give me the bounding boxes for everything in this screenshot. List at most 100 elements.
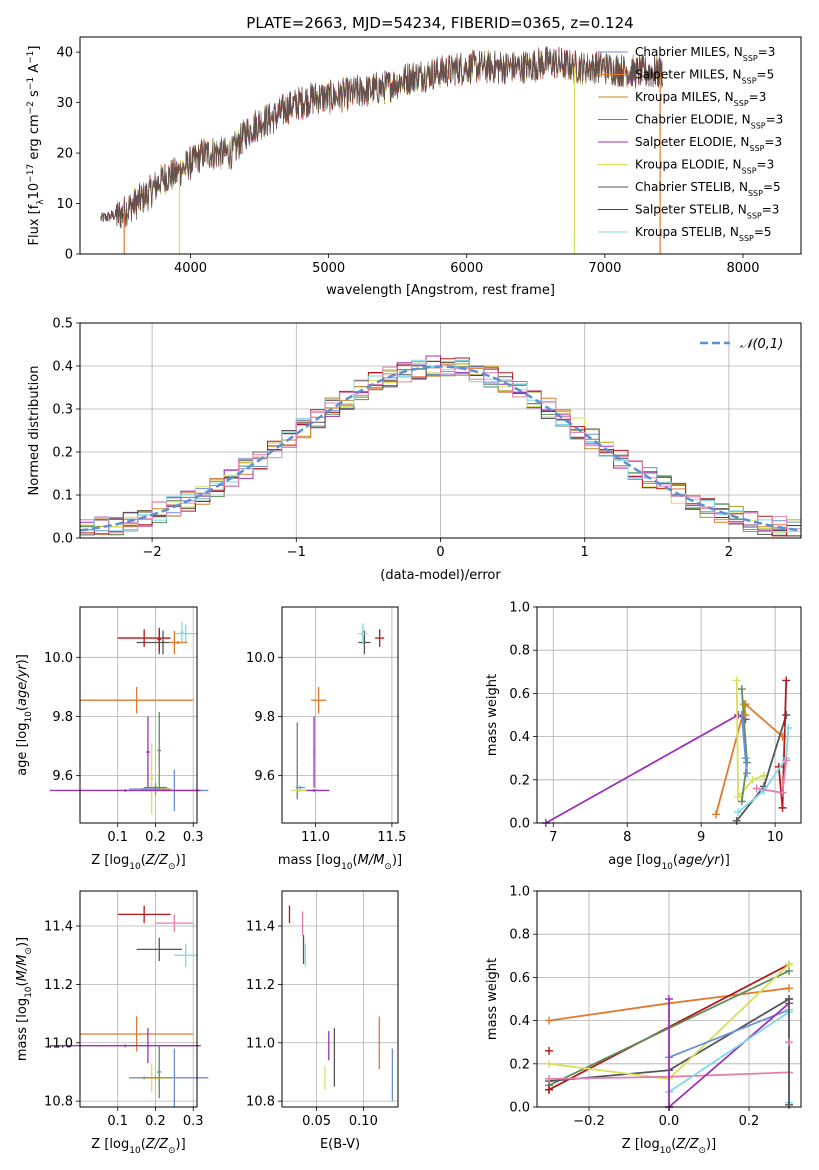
spectrum-series-6	[100, 46, 663, 229]
x-tick-label: 0.0	[659, 1114, 680, 1129]
label-part: mass [	[15, 1018, 30, 1061]
plus-marker	[737, 797, 746, 806]
label-part: )]	[15, 937, 30, 947]
y-tick-label: 0.3	[52, 403, 73, 418]
y-tick-label: 0.2	[509, 773, 530, 788]
label-part: log	[109, 853, 129, 868]
label-part: −2	[26, 101, 36, 114]
plus-marker	[785, 984, 793, 993]
chart-age_vs_Z: 0.1 0.2 0.39.69.810.0Z [log10(Z/Z⊙)]age [l…	[15, 606, 209, 872]
legend-entry: Salpeter STELIB, NSSP=3	[635, 203, 779, 221]
plus-marker	[785, 960, 793, 969]
label-part: (	[15, 706, 30, 711]
legend-value: =3	[757, 158, 775, 172]
legend-sub: SSP	[739, 234, 754, 243]
label-part: age/yr	[15, 663, 30, 706]
y-axis-label: Flux [fλ10−17 erg cm−2 s−1 A−1]	[26, 46, 46, 246]
legend-sub: SSP	[747, 211, 762, 220]
label-part: age [	[608, 853, 641, 868]
label-part: 10	[24, 986, 34, 998]
y-tick-label: 10.0	[246, 651, 275, 666]
y-tick-label: 30	[56, 96, 73, 111]
label-part: log	[321, 853, 341, 868]
plus-marker	[734, 808, 743, 817]
label-part: 10	[661, 862, 673, 872]
plus-marker	[711, 810, 720, 819]
legend-sub: SSP	[748, 189, 763, 198]
y-tick-label: 9.8	[52, 710, 73, 725]
legend-entry: Chabrier ELODIE, NSSP=3	[635, 113, 783, 131]
x-tick-label: 10	[767, 830, 784, 845]
legend-entry: 𝒩(0,1)	[740, 337, 783, 352]
x-tick-label: 8000	[726, 261, 759, 276]
legend-entry: Salpeter ELODIE, NSSP=3	[635, 135, 782, 153]
plus-marker	[741, 711, 750, 719]
plus-marker	[741, 754, 750, 763]
plus-marker	[785, 995, 793, 1003]
x-tick-label: 0.3	[183, 1114, 204, 1129]
label-part: Z [	[91, 853, 109, 868]
legend-sub: SSP	[743, 54, 758, 63]
legend-name: Salpeter MILES, N	[635, 68, 742, 82]
label-part: (	[671, 1137, 676, 1152]
axes-frame	[79, 606, 198, 824]
y-tick-label: 0.2	[509, 1057, 530, 1072]
y-tick-label: 11.4	[44, 920, 73, 935]
label-part: age/yr	[678, 853, 721, 868]
weight-line	[668, 1008, 790, 1059]
y-tick-label: 0.6	[509, 687, 530, 702]
x-axis-label: wavelength [Angstrom, rest frame]	[326, 283, 555, 298]
label-part: (	[141, 1137, 146, 1152]
plus-marker	[545, 1046, 553, 1055]
plus-marker	[778, 788, 787, 797]
label-part: Z [	[91, 1137, 109, 1152]
legend-name: Chabrier STELIB, N	[635, 180, 748, 194]
y-tick-label: 11.2	[44, 978, 73, 993]
legend-entry: Chabrier STELIB, NSSP=5	[635, 180, 781, 198]
plus-marker	[784, 723, 793, 732]
legend-value: =5	[763, 180, 781, 194]
y-axis-label: mass weight	[485, 674, 500, 756]
legend-name: Kroupa ELODIE, N	[635, 158, 742, 172]
x-tick-label: 0.2	[145, 830, 166, 845]
chart-mass_vs_Z: 0.1 0.2 0.310.811.011.211.4Z [log10(Z/Z⊙)]…	[15, 890, 209, 1156]
label-part: Normed distribution	[27, 366, 42, 496]
x-tick-label: −2	[143, 545, 162, 560]
plus-marker	[734, 793, 743, 802]
y-tick-label: 20	[56, 147, 73, 162]
chart-weight_vs_Z: −0.2 0.0 0.2 0.0 0.2 0.4 0.6 0.8 1.0 Z [log10(Z/Z…	[485, 885, 802, 1156]
label-part: Z/Z	[675, 1137, 699, 1152]
x-axis-label: age [log10(age/yr)]	[608, 853, 730, 872]
label-part: (	[673, 853, 678, 868]
y-tick-label: 11.2	[246, 978, 275, 993]
plus-marker	[782, 676, 791, 685]
x-axis-label: Z [log10(Z/Z⊙)]	[622, 1137, 716, 1156]
plus-marker	[665, 995, 673, 1003]
label-part: )]	[15, 654, 30, 664]
label-part: mass [	[278, 853, 321, 868]
legend-entry: Kroupa ELODIE, NSSP=3	[635, 158, 774, 176]
label-part: )]	[706, 1137, 716, 1152]
x-tick-label: 0.10	[349, 1114, 378, 1129]
y-axis-label: mass [log10(M/M⊙)]	[15, 937, 34, 1061]
y-tick-label: 0.0	[509, 1101, 530, 1116]
label-part: age [	[15, 742, 30, 775]
y-tick-label: 10.8	[44, 1095, 73, 1110]
y-tick-label: 40	[56, 46, 73, 61]
normal-reference-curve	[80, 365, 801, 532]
y-tick-label: 0.4	[52, 360, 73, 375]
y-tick-label: 0.4	[509, 1014, 530, 1029]
y-tick-label: 0.0	[52, 532, 73, 547]
y-tick-label: 1.0	[509, 885, 530, 900]
label-part: ⊙	[168, 862, 176, 872]
axes-frame	[79, 890, 198, 1108]
legend-sub: SSP	[751, 121, 766, 130]
y-tick-label: 10.0	[44, 651, 73, 666]
label-part: mass weight	[485, 674, 500, 756]
x-tick-label: 2	[725, 545, 733, 560]
y-tick-label: 1.0	[509, 601, 530, 616]
y-tick-label: 0.0	[509, 817, 530, 832]
legend-name: Salpeter STELIB, N	[635, 203, 747, 217]
x-tick-label: −0.2	[573, 1114, 605, 1129]
legend-value: =3	[766, 113, 784, 127]
